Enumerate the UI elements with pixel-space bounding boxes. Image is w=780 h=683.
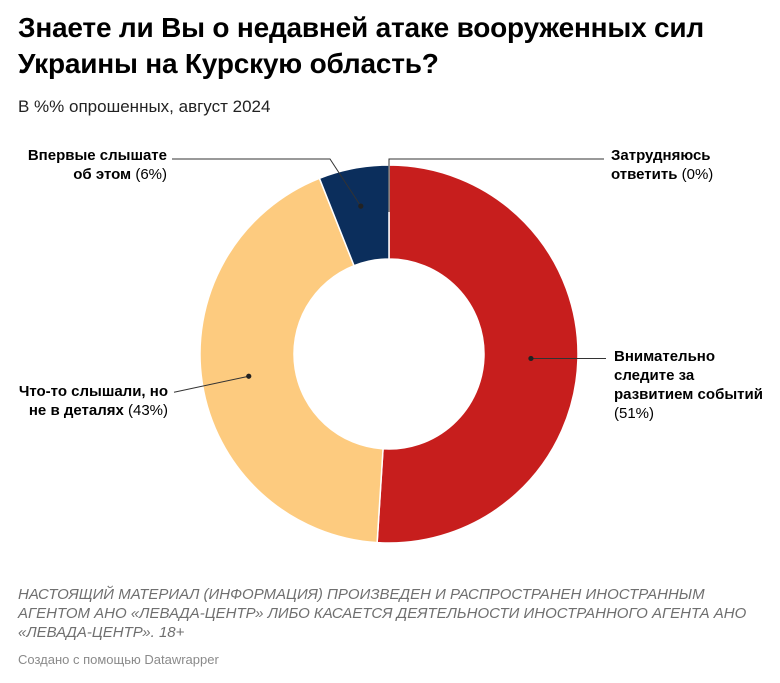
slice-label-attentive-line-3: развитием событий xyxy=(614,386,763,403)
leader-dot-heard-something xyxy=(246,373,252,379)
slice-label-attentive-line-1: Внимательно xyxy=(614,348,716,365)
leader-dot-attentive xyxy=(528,355,534,362)
slice-label-first-line-1: Впервые слышате xyxy=(27,147,167,164)
leader-line-heard-something xyxy=(173,375,249,393)
chart-title: Знаете ли Вы о недавней атаке вооруженны… xyxy=(18,12,705,79)
slice-value-attentive: (51%) xyxy=(614,405,655,422)
donut-slices xyxy=(199,164,579,544)
slice-value-first-time: (6%) xyxy=(135,166,167,183)
source-notes: НАСТОЯЩИЙ МАТЕРИАЛ (ИНФОРМАЦИЯ) ПРОИЗВЕД… xyxy=(18,586,747,641)
slice-label-first-time: Впервые слышате об этом (6%) xyxy=(10,146,167,184)
slice-label-hard-line-2: ответить xyxy=(611,166,678,183)
slice-value-hard-to-say: (0%) xyxy=(681,166,714,183)
leader-dot-first-time xyxy=(358,203,364,209)
donut-chart xyxy=(172,158,606,544)
datawrapper-credit: Создано с помощью Datawrapper xyxy=(18,652,219,667)
slice-value-heard-something: (43%) xyxy=(127,402,168,419)
chart-subtitle: В %% опрошенных, август 2024 xyxy=(18,97,271,116)
slice-label-heard-something: Что-то слышали, но не в деталях (43%) xyxy=(10,382,168,420)
leader-line-first-time xyxy=(172,158,362,207)
slice-heard-something xyxy=(199,177,384,544)
leader-line-hard-to-say xyxy=(388,158,604,212)
slice-label-hard-line-1: Затрудняюсь xyxy=(611,147,711,164)
slice-label-hard-to-say: Затрудняюсь ответить (0%) xyxy=(611,146,771,184)
leader-lines xyxy=(172,158,606,393)
slice-label-attentive-line-2: следите за xyxy=(614,367,695,384)
slice-label-attentive: Внимательно следите за развитием событий… xyxy=(614,347,774,423)
slice-label-heard-line-1: Что-то слышали, но xyxy=(18,383,168,400)
slice-label-heard-line-2: не в деталях xyxy=(28,402,124,419)
slice-attentive xyxy=(376,164,579,544)
slice-label-first-line-2: об этом xyxy=(73,166,132,183)
